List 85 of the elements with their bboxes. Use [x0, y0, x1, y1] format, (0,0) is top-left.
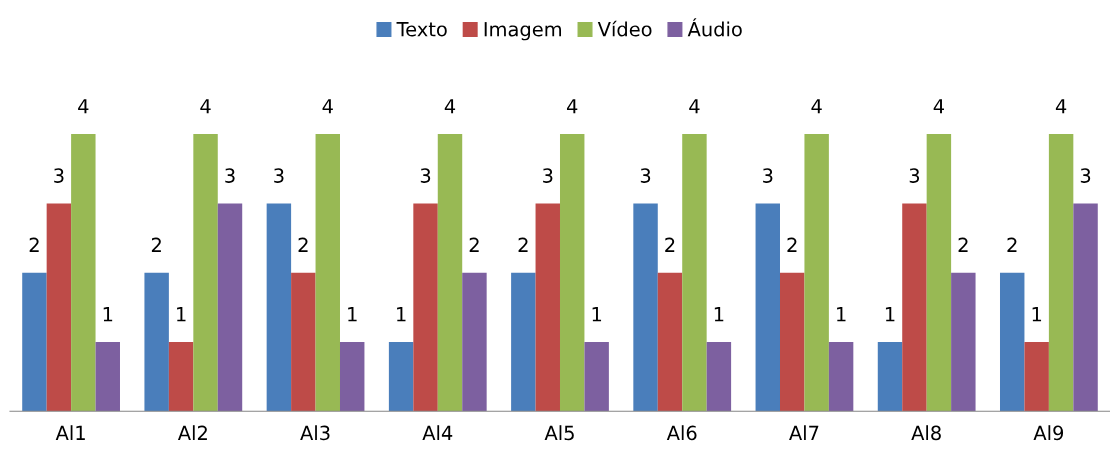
bar: [22, 272, 47, 412]
bar: [780, 272, 805, 412]
bar: [535, 203, 560, 412]
bar: [657, 272, 683, 412]
bar: [315, 134, 340, 412]
bar: [706, 342, 732, 412]
x-tick-label: Al2: [177, 425, 207, 440]
bar: [71, 134, 96, 412]
x-tick-label: Al6: [666, 425, 697, 441]
bar: [902, 203, 927, 412]
bar: [828, 342, 854, 412]
data-label: 2: [151, 237, 161, 252]
data-label: 2: [787, 237, 797, 252]
bar: [144, 272, 169, 412]
data-label: 2: [665, 237, 675, 252]
x-tick-label: Al9: [1033, 425, 1064, 441]
data-label: 1: [177, 307, 186, 322]
bar: [462, 272, 487, 412]
bar: [388, 342, 414, 412]
bar: [951, 272, 976, 412]
x-tick-label: Al5: [544, 425, 574, 441]
bar: [804, 134, 829, 412]
bar: [926, 134, 952, 412]
bar: [437, 134, 463, 412]
data-label: 1: [103, 307, 113, 322]
data-label: 4: [1055, 99, 1067, 114]
data-label: 4: [322, 99, 333, 114]
data-label: 3: [763, 168, 773, 183]
legend-label: Imagem: [484, 22, 562, 41]
bar: [584, 342, 609, 412]
data-label: 4: [444, 99, 456, 114]
bar: [755, 203, 780, 412]
data-label: 1: [1032, 307, 1042, 322]
data-label: 1: [885, 307, 895, 322]
legend-label: Texto: [396, 22, 447, 37]
bar: [413, 203, 438, 412]
bar: [1048, 134, 1074, 412]
bar: [266, 203, 292, 412]
x-tick-label: Al3: [300, 425, 330, 441]
data-label: 4: [689, 99, 700, 114]
data-label: 3: [640, 168, 651, 183]
data-label: 2: [518, 237, 528, 252]
bar: [217, 203, 243, 412]
data-label: 4: [566, 99, 578, 114]
data-label: 3: [225, 168, 235, 183]
data-label: 4: [200, 99, 211, 114]
data-label: 2: [298, 237, 308, 252]
bar: [95, 342, 120, 412]
data-label: 3: [1080, 168, 1091, 183]
x-tick-label: Al4: [422, 425, 453, 440]
bar: [1000, 272, 1025, 412]
bar: [1024, 342, 1049, 412]
data-label: 1: [714, 307, 724, 322]
data-label: 1: [397, 307, 406, 322]
bar: [46, 203, 72, 412]
data-label: 3: [274, 168, 284, 183]
bar: [633, 203, 658, 412]
data-label: 3: [909, 168, 920, 183]
data-label: 3: [543, 168, 553, 183]
bar: [1073, 203, 1098, 412]
data-label: 4: [933, 99, 944, 114]
legend-label: Vídeo: [597, 20, 652, 37]
bar: [682, 134, 707, 412]
bar: [193, 134, 218, 412]
data-label: 3: [54, 168, 64, 183]
data-label: 4: [78, 99, 89, 114]
bar: [877, 342, 903, 412]
data-label: 4: [811, 99, 822, 114]
data-label: 2: [1007, 237, 1017, 252]
bar: [291, 272, 316, 412]
data-label: 1: [348, 307, 357, 322]
bar: [559, 134, 585, 412]
data-label: 2: [29, 237, 39, 252]
data-label: 1: [592, 307, 602, 322]
x-tick-label: Al1: [55, 425, 85, 440]
bar: [168, 342, 194, 412]
bar: [511, 272, 536, 412]
data-label: 2: [958, 237, 968, 252]
data-label: 1: [837, 307, 846, 322]
legend-label: Áudio: [687, 18, 742, 37]
x-tick-label: Al7: [789, 425, 819, 440]
x-tick-label: Al8: [911, 425, 941, 441]
data-label: 3: [420, 168, 431, 183]
data-label: 2: [469, 237, 479, 252]
bar: [339, 342, 365, 412]
